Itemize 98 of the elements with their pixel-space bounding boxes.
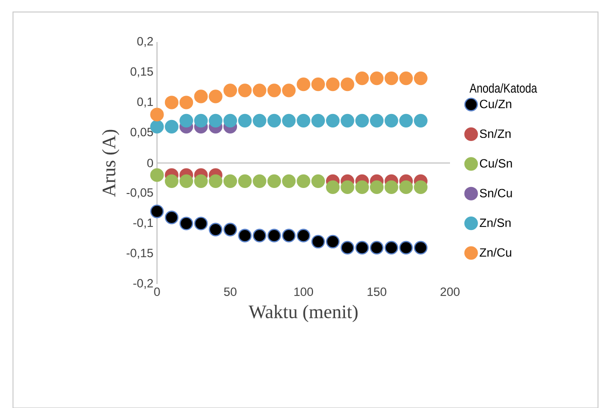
point [194, 89, 208, 104]
point [311, 114, 325, 128]
point [399, 180, 413, 194]
y-axis-title: Arus (A) [102, 130, 120, 197]
point [399, 240, 413, 254]
legend-label: Cu/Sn [480, 158, 512, 168]
point [208, 174, 222, 188]
legend-label: Sn/Zn [480, 128, 511, 138]
point [326, 234, 340, 248]
point [150, 168, 164, 182]
point [180, 216, 194, 230]
point [282, 174, 296, 188]
point [180, 114, 194, 128]
point [370, 180, 384, 194]
point [164, 210, 178, 224]
y-tick-label: -0,15 [126, 248, 153, 258]
point [399, 114, 413, 128]
y-tick-label: 0 [147, 158, 154, 167]
point [414, 240, 428, 254]
x-axis-title: Waktu (menit) [248, 304, 358, 322]
x-tick-label: 0 [154, 287, 160, 296]
legend-label: Zn/Cu [480, 248, 512, 256]
x-tick-label: 50 [224, 287, 236, 296]
point [384, 71, 398, 85]
legend-label: Sn/Cu [480, 188, 512, 198]
point [414, 114, 428, 128]
point [164, 174, 178, 188]
y-tick-label: 0,05 [130, 128, 153, 138]
point [384, 240, 398, 254]
x-tick-label: 200 [440, 287, 460, 296]
point [208, 114, 222, 128]
x-tick-label: 150 [368, 287, 386, 296]
point [267, 114, 282, 128]
point [282, 114, 296, 128]
point [326, 77, 340, 91]
point [252, 114, 266, 128]
point [223, 83, 238, 97]
point [194, 216, 208, 230]
point [340, 77, 354, 91]
point [180, 174, 194, 188]
point [238, 114, 252, 128]
point [194, 174, 208, 188]
point [399, 71, 413, 85]
point [267, 174, 282, 188]
point [194, 114, 208, 128]
y-tick-label: -0,1 [133, 218, 153, 228]
y-tick-label: -0,05 [126, 188, 153, 198]
point [414, 180, 428, 194]
point [384, 180, 398, 194]
y-tick-label: -0,2 [133, 278, 153, 289]
point [370, 71, 384, 85]
point [296, 228, 310, 242]
legend-title: Anoda/Katoda [470, 82, 538, 93]
point [267, 83, 282, 97]
point [326, 114, 340, 128]
point [326, 180, 340, 194]
point [340, 240, 354, 254]
point [150, 108, 164, 122]
y-tick-label: 0,15 [130, 67, 153, 77]
point [180, 95, 194, 110]
point [252, 174, 266, 188]
point [311, 77, 325, 91]
point [150, 204, 164, 218]
point [340, 114, 354, 128]
point [208, 89, 222, 104]
point [252, 83, 266, 97]
point [355, 71, 369, 85]
point [311, 234, 325, 248]
point [296, 77, 310, 91]
point [414, 71, 428, 85]
x-tick-label: 100 [294, 287, 314, 296]
point [252, 228, 266, 242]
point [282, 83, 296, 97]
point [355, 240, 369, 254]
point [223, 222, 238, 236]
point [238, 83, 252, 97]
y-tick-label: 0,2 [137, 36, 153, 47]
legend-label: Zn/Sn [480, 218, 511, 227]
point [384, 114, 398, 128]
point [238, 174, 252, 188]
point [238, 228, 252, 242]
point [208, 222, 222, 236]
point [267, 228, 282, 242]
point [296, 174, 310, 188]
point [340, 180, 354, 194]
point [223, 114, 238, 128]
y-tick-label: 0,1 [137, 97, 153, 108]
point [355, 114, 369, 128]
point [164, 95, 178, 110]
point [296, 114, 310, 128]
point [311, 174, 325, 188]
point [223, 174, 238, 188]
point [355, 180, 369, 194]
legend-label: Cu/Zn [480, 99, 512, 108]
point [370, 114, 384, 128]
point [282, 228, 296, 242]
point [164, 120, 178, 134]
point [370, 240, 384, 254]
